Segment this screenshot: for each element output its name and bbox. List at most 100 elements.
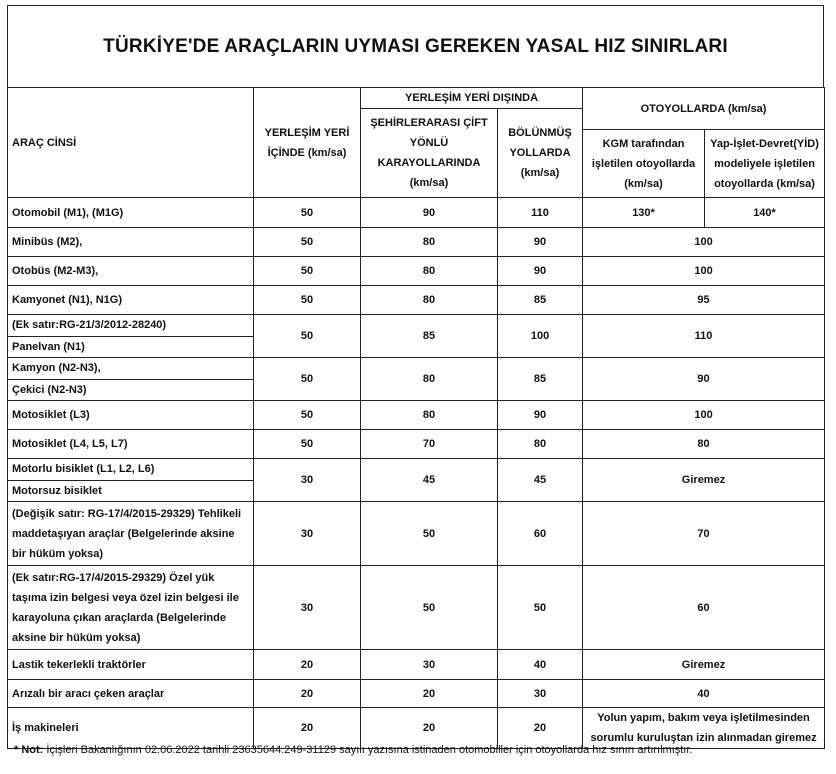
vehicle-line: Çekici (N2-N3) — [12, 383, 87, 396]
intercity-cell: 20 — [360, 679, 498, 708]
motorway-cell: Giremez — [582, 458, 826, 502]
table-row: İş makineleri 20 20 20 Yolun yapım, bakım ve… — [7, 707, 826, 749]
table-row: Kamyonet (N1), N1G) 50 80 85 95 — [7, 285, 826, 315]
header-intercity: ŞEHİRLERARASI ÇİFT YÖNLÜ KARAYOLLARINDA … — [360, 108, 498, 198]
motorway-cell: Yolun yapım, bakım veya işletilmesinden … — [582, 707, 826, 749]
vehicle-line: Motorsuz bisiklet — [12, 484, 102, 497]
table-row: Otobüs (M2-M3), 50 80 90 100 — [7, 256, 826, 286]
table-row: Kamyon (N2-N3), Çekici (N2-N3) 50 80 85 90 — [7, 357, 826, 401]
motorway-cell: 40 — [582, 679, 826, 708]
motorway-cell: 90 — [582, 357, 826, 401]
divided-road-cell: 45 — [496, 458, 584, 502]
footnote: * Not: İçişleri Bakanlığının 02.06.2022 … — [14, 744, 692, 756]
motorway-cell: 95 — [582, 285, 826, 315]
table-row: Motorlu bisiklet (L1, L2, L6) Motorsuz bi… — [7, 458, 826, 502]
motorway-cell: 110 — [582, 314, 826, 358]
divided-road-cell: 50 — [496, 565, 584, 650]
motorway-cell: 70 — [582, 501, 826, 566]
table-row: Minibüs (M2), 50 80 90 100 — [7, 227, 826, 257]
vehicle-cell: Arızalı bir aracı çeken araçlar — [7, 679, 254, 708]
intercity-cell: 80 — [360, 256, 498, 286]
inside-city-cell: 30 — [253, 501, 361, 566]
divided-road-cell: 90 — [496, 400, 584, 430]
vehicle-cell: Motosiklet (L4, L5, L7) — [7, 429, 254, 459]
divided-road-cell: 40 — [496, 649, 584, 680]
intercity-cell: 85 — [360, 314, 498, 358]
inside-city-cell: 50 — [253, 197, 361, 228]
intercity-cell: 20 — [360, 707, 498, 749]
vehicle-cell: Otomobil (M1), (M1G) — [7, 197, 254, 228]
note-text: İçişleri Bakanlığının 02.06.2022 tarihli… — [43, 744, 693, 756]
vehicle-cell: İş makineleri — [7, 707, 254, 749]
table-row: Motosiklet (L3) 50 80 90 100 — [7, 400, 826, 430]
kgm-motorway-cell: 130* — [582, 197, 706, 228]
inside-city-cell: 50 — [253, 400, 361, 430]
vehicle-line: Kamyon (N2-N3), — [8, 358, 253, 380]
intercity-cell: 80 — [360, 285, 498, 315]
inside-city-cell: 50 — [253, 285, 361, 315]
motorway-cell: 60 — [582, 565, 826, 650]
note-label: * Not: — [14, 744, 44, 756]
vehicle-cell: Kamyon (N2-N3), Çekici (N2-N3) — [7, 357, 254, 401]
table-row: (Ek satır:RG-21/3/2012-28240) Panelvan (N… — [7, 314, 826, 358]
intercity-cell: 80 — [360, 227, 498, 257]
intercity-cell: 30 — [360, 649, 498, 680]
vehicle-cell: Otobüs (M2-M3), — [7, 256, 254, 286]
divided-road-cell: 110 — [496, 197, 584, 228]
inside-city-cell: 30 — [253, 458, 361, 502]
divided-road-cell: 100 — [496, 314, 584, 358]
vehicle-cell: Kamyonet (N1), N1G) — [7, 285, 254, 315]
inside-city-cell: 50 — [253, 357, 361, 401]
intercity-cell: 80 — [360, 357, 498, 401]
intercity-cell: 70 — [360, 429, 498, 459]
inside-city-cell: 20 — [253, 707, 361, 749]
intercity-cell: 50 — [360, 565, 498, 650]
vehicle-line: Motorlu bisiklet (L1, L2, L6) — [8, 459, 253, 481]
intercity-cell: 50 — [360, 501, 498, 566]
inside-city-cell: 50 — [253, 429, 361, 459]
motorway-cell: Giremez — [582, 649, 826, 680]
intercity-cell: 80 — [360, 400, 498, 430]
inside-city-cell: 50 — [253, 314, 361, 358]
inside-city-cell: 50 — [253, 256, 361, 286]
divided-road-cell: 85 — [496, 285, 584, 315]
divided-road-cell: 60 — [496, 501, 584, 566]
divided-road-cell: 20 — [496, 707, 584, 749]
divided-road-cell: 30 — [496, 679, 584, 708]
vehicle-cell: (Ek satır:RG-17/4/2015-29329) Özel yük t… — [7, 565, 254, 650]
speed-limit-table: ARAÇ CİNSİ YERLEŞİM YERİ İÇİNDE (km/sa) … — [7, 87, 826, 749]
inside-city-cell: 20 — [253, 649, 361, 680]
table-row: (Ek satır:RG-17/4/2015-29329) Özel yük t… — [7, 565, 826, 650]
vehicle-line: Panelvan (N1) — [12, 340, 85, 353]
divided-road-cell: 90 — [496, 256, 584, 286]
motorway-cell: 80 — [582, 429, 826, 459]
vehicle-cell: Lastik tekerlekli traktörler — [7, 649, 254, 680]
table-row: Otomobil (M1), (M1G) 50 90 110 130* 140* — [7, 197, 826, 228]
header-vehicle: ARAÇ CİNSİ — [7, 87, 254, 198]
intercity-cell: 90 — [360, 197, 498, 228]
divided-road-cell: 80 — [496, 429, 584, 459]
header-kgm: KGM tarafından işletilen otoyollarda (km… — [582, 129, 706, 198]
motorway-cell: 100 — [582, 400, 826, 430]
inside-city-cell: 50 — [253, 227, 361, 257]
header-outside-city: YERLEŞİM YERİ DIŞINDA — [359, 87, 584, 109]
vehicle-cell: (Değişik satır: RG-17/4/2015-29329) Tehl… — [7, 501, 254, 566]
table-row: Motosiklet (L4, L5, L7) 50 70 80 80 — [7, 429, 826, 459]
intercity-cell: 45 — [360, 458, 498, 502]
page-title: TÜRKİYE'DE ARAÇLARIN UYMASI GEREKEN YASA… — [7, 5, 824, 87]
motorway-cell: 100 — [582, 227, 826, 257]
vehicle-cell: Motorlu bisiklet (L1, L2, L6) Motorsuz bi… — [7, 458, 254, 502]
vehicle-line: (Ek satır:RG-21/3/2012-28240) — [8, 315, 253, 337]
vehicle-cell: (Ek satır:RG-21/3/2012-28240) Panelvan (N… — [7, 314, 254, 358]
header-divided: BÖLÜNMÜŞ YOLLARDA (km/sa) — [496, 108, 584, 198]
inside-city-cell: 20 — [253, 679, 361, 708]
divided-road-cell: 85 — [496, 357, 584, 401]
header-yid: Yap-İşlet-Devret(YİD) modeliyele işletil… — [704, 129, 826, 198]
header-motorways: OTOYOLLARDA (km/sa) — [582, 87, 826, 130]
vehicle-cell: Minibüs (M2), — [7, 227, 254, 257]
inside-city-cell: 30 — [253, 565, 361, 650]
yid-motorway-cell: 140* — [704, 197, 826, 228]
motorway-cell: 100 — [582, 256, 826, 286]
header-inside-city: YERLEŞİM YERİ İÇİNDE (km/sa) — [253, 87, 361, 198]
vehicle-cell: Motosiklet (L3) — [7, 400, 254, 430]
